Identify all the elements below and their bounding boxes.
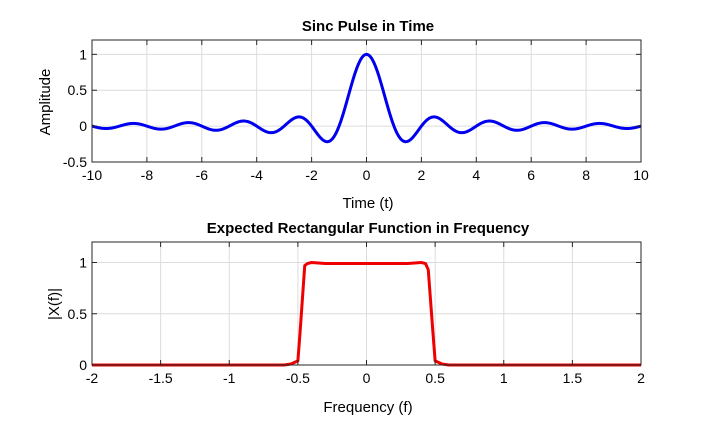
x-tick-label: 6 — [527, 167, 535, 183]
x-tick-label: 0 — [363, 370, 371, 386]
x-tick-label: -10 — [82, 167, 102, 183]
x-tick-label: -4 — [250, 167, 263, 183]
plot-area — [92, 261, 641, 367]
x-tick-label: 2 — [418, 167, 426, 183]
y-axis-label: Amplitude — [37, 69, 54, 136]
x-tick-label: 10 — [633, 167, 649, 183]
x-tick-label: -1.5 — [149, 370, 173, 386]
x-tick-label: 1.5 — [563, 370, 583, 386]
y-tick-label: 0.5 — [68, 82, 88, 98]
x-tick-label: 4 — [472, 167, 480, 183]
x-tick-label: 0 — [363, 167, 371, 183]
y-tick-label: 0.5 — [68, 306, 88, 322]
x-tick-label: -8 — [141, 167, 154, 183]
x-tick-label: -6 — [196, 167, 209, 183]
x-axis-label: Frequency (f) — [323, 399, 412, 416]
sinc-chart: Sinc Pulse in Time -10 -8 -6 -4 -2 0 2 4 6 8 10 -0… — [37, 18, 649, 212]
series-line — [91, 52, 642, 144]
y-tick-label: 1 — [79, 46, 87, 62]
x-axis-ticks: -10 -8 -6 -4 -2 0 2 4 6 8 10 — [82, 40, 649, 183]
x-tick-label: -2 — [305, 167, 318, 183]
rect-chart: Expected Rectangular Function in Frequen… — [46, 220, 645, 416]
plot-area — [91, 52, 642, 144]
x-tick-label: -0.5 — [286, 370, 310, 386]
y-axis-ticks: -0.5 0 0.5 1 — [63, 46, 641, 170]
x-tick-label: -1 — [223, 370, 236, 386]
series-line — [92, 261, 641, 367]
y-tick-label: 0 — [79, 357, 87, 373]
x-tick-label: 1 — [500, 370, 508, 386]
x-tick-label: 8 — [582, 167, 590, 183]
x-tick-label: 0.5 — [425, 370, 445, 386]
chart-title: Expected Rectangular Function in Frequen… — [207, 220, 530, 237]
x-axis-ticks: -2 -1.5 -1 -0.5 0 0.5 1 1.5 2 — [86, 242, 645, 386]
y-axis-ticks: 00.51 — [68, 255, 641, 373]
x-tick-label: -2 — [86, 370, 99, 386]
x-tick-label: 2 — [637, 370, 645, 386]
y-axis-label: |X(f)| — [46, 288, 63, 320]
x-axis-label: Time (t) — [342, 195, 393, 212]
y-tick-label: -0.5 — [63, 154, 87, 170]
y-tick-label: 0 — [79, 118, 87, 134]
chart-title: Sinc Pulse in Time — [302, 18, 434, 35]
y-tick-label: 1 — [79, 255, 87, 271]
